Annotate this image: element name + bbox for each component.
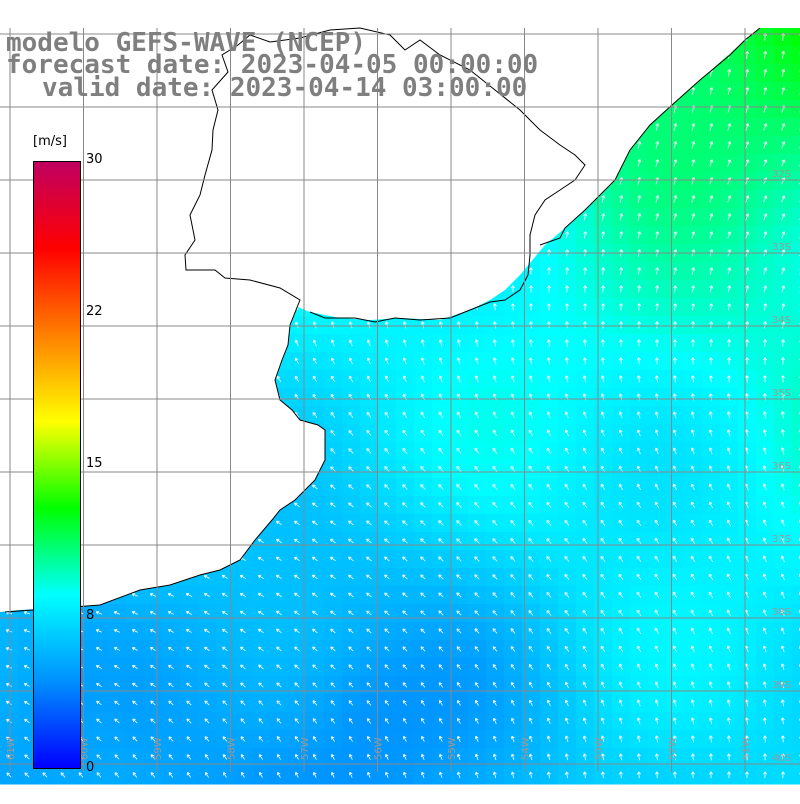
longitude-label: 54W <box>521 737 532 760</box>
wind-cell <box>792 82 800 101</box>
wind-cell <box>792 640 800 659</box>
wind-cell <box>792 658 800 677</box>
longitude-label: 56W <box>374 737 385 760</box>
wind-cell <box>792 694 800 713</box>
longitude-label: 59W <box>153 737 164 760</box>
wind-cell <box>792 514 800 533</box>
wind-cell <box>792 712 800 731</box>
wind-cell <box>792 388 800 407</box>
latitude-label: 39S <box>772 680 791 691</box>
wind-cell <box>792 280 800 299</box>
colorbar-tick-22: 22 <box>86 304 103 319</box>
wind-cell <box>792 28 800 47</box>
longitude-label: 57W <box>300 737 311 760</box>
latitude-label: 38S <box>772 607 791 618</box>
wind-cell <box>792 226 800 245</box>
colorbar-tick-0: 0 <box>86 760 94 775</box>
wind-cell <box>792 442 800 461</box>
wind-cell <box>792 46 800 65</box>
longitude-label: 51W <box>741 737 752 760</box>
longitude-label: 53W <box>594 737 605 760</box>
wind-cell <box>792 532 800 551</box>
wind-cell <box>792 172 800 191</box>
wind-cell <box>792 334 800 353</box>
longitude-label: 61W <box>6 737 17 760</box>
longitude-label: 55W <box>447 737 458 760</box>
colorbar-tick-8: 8 <box>86 608 94 623</box>
valid-date: valid date: 2023-04-14 03:00:00 <box>42 75 527 101</box>
wind-cell <box>792 262 800 281</box>
wind-cell <box>792 154 800 173</box>
wind-cell <box>792 298 800 317</box>
longitude-label: 58W <box>227 737 238 760</box>
wind-cell <box>792 550 800 569</box>
latitude-label: 35S <box>772 388 791 399</box>
latitude-label: 33S <box>772 242 791 253</box>
wind-cell <box>792 190 800 209</box>
colorbar <box>33 161 81 769</box>
longitude-label: 52W <box>668 737 679 760</box>
latitude-label: 34S <box>772 315 791 326</box>
colorbar-tick-30: 30 <box>86 152 103 167</box>
latitude-label: 40S <box>772 753 791 764</box>
latitude-label: 36S <box>772 461 791 472</box>
wind-cell <box>792 766 800 785</box>
wind-cell <box>792 136 800 155</box>
wind-cell <box>792 208 800 227</box>
wind-cell <box>792 496 800 515</box>
wind-cell <box>792 676 800 695</box>
latitude-label: 37S <box>772 534 791 545</box>
wind-cell <box>792 460 800 479</box>
wind-cell <box>792 316 800 335</box>
wind-cell <box>792 424 800 443</box>
wind-cell <box>792 478 800 497</box>
wind-cell <box>792 730 800 749</box>
wind-cell <box>792 604 800 623</box>
wind-cell <box>792 622 800 641</box>
wind-cell <box>792 586 800 605</box>
wind-cell <box>792 100 800 119</box>
latitude-label: 32S <box>772 169 791 180</box>
wind-cell <box>792 118 800 137</box>
longitude-label: 60W <box>80 737 91 760</box>
colorbar-tick-15: 15 <box>86 456 103 471</box>
colorbar-unit: [m/s] <box>33 134 67 149</box>
wind-cell <box>792 568 800 587</box>
wind-cell <box>792 406 800 425</box>
wind-cell <box>792 352 800 371</box>
wind-cell <box>792 370 800 389</box>
wind-cell <box>792 64 800 83</box>
